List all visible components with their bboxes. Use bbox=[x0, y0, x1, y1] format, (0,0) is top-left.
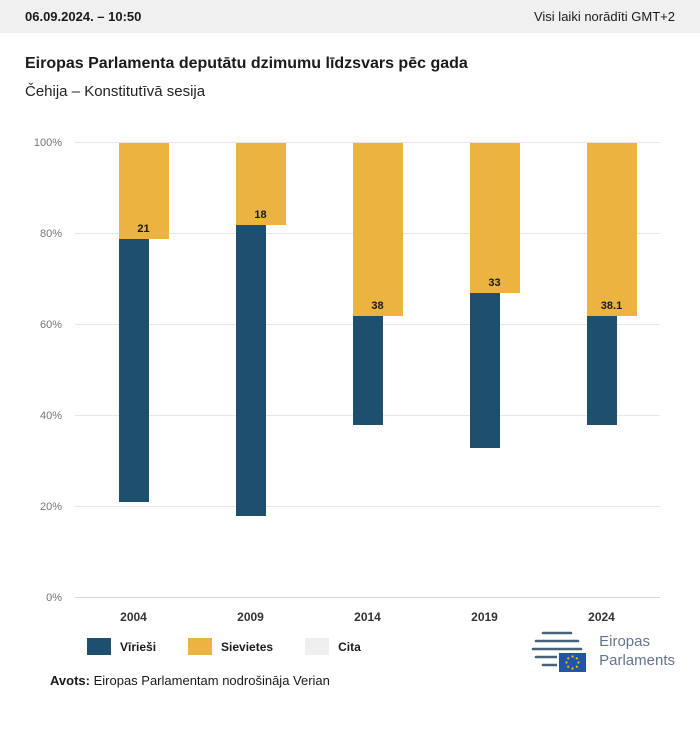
plot-area: 7921 8218 6238 6733 61.938.1 bbox=[75, 142, 660, 598]
bar-value-women: 21 bbox=[137, 222, 150, 235]
logo-wordmark: Eiropas Parlaments bbox=[599, 632, 675, 671]
legend-item-sievietes[interactable]: Sievietes bbox=[188, 638, 273, 655]
y-tick-label: 100% bbox=[33, 137, 62, 149]
legend-label-sievietes: Sievietes bbox=[221, 639, 274, 654]
top-bar: 06.09.2024. – 10:50 Visi laiki norādīti … bbox=[0, 0, 700, 33]
bar-segment-women: 38.1 bbox=[586, 143, 637, 317]
x-tick-label: 2004 bbox=[120, 610, 147, 624]
legend: Vīrieši Sievietes Cita bbox=[87, 638, 675, 655]
x-axis: 2004 2009 2014 2019 2024 bbox=[75, 598, 660, 638]
x-tick-label: 2009 bbox=[237, 610, 264, 624]
bar-value-women: 33 bbox=[488, 277, 501, 290]
gridline bbox=[75, 142, 660, 143]
bar-segment-women: 33 bbox=[469, 143, 520, 294]
bar-segment-women: 21 bbox=[118, 143, 169, 239]
y-tick-label: 60% bbox=[39, 319, 62, 331]
y-tick-label: 80% bbox=[39, 228, 62, 240]
y-tick-label: 20% bbox=[39, 501, 62, 513]
bar-value-women: 38 bbox=[371, 299, 384, 312]
page-subtitle: Čehija – Konstitutīvā sesija bbox=[25, 83, 206, 100]
chart: 0% 20% 40% 60% 80% 100% 7921 8218 6238 6733 61.93… bbox=[0, 137, 700, 638]
x-tick-label: 2024 bbox=[588, 610, 615, 624]
y-tick-label: 40% bbox=[39, 410, 62, 422]
x-tick-label: 2014 bbox=[354, 610, 381, 624]
hemicycle-flag-icon bbox=[531, 631, 589, 674]
source-text: Eiropas Parlamentam nodrošināja Verian bbox=[93, 673, 330, 688]
bottom-section: Vīrieši Sievietes Cita bbox=[0, 631, 700, 688]
gridline bbox=[75, 506, 660, 507]
legend-label-virieshi: Vīrieši bbox=[120, 639, 157, 654]
source-label: Avots: bbox=[50, 673, 90, 688]
bar-2014: 6238 bbox=[352, 143, 403, 598]
source-note: Avots: Eiropas Parlamentam nodrošināja V… bbox=[25, 655, 675, 688]
legend-swatch-virieshi bbox=[87, 638, 111, 655]
bar-2019: 6733 bbox=[469, 143, 520, 598]
bar-segment-women: 18 bbox=[235, 143, 286, 225]
bar-2009: 8218 bbox=[235, 143, 286, 598]
european-parliament-logo: Eiropas Parlaments bbox=[527, 628, 675, 674]
bar-value-women: 38.1 bbox=[600, 300, 623, 313]
logo-line2: Parlaments bbox=[599, 652, 675, 669]
logo-line1: Eiropas bbox=[599, 632, 650, 650]
bar-segment-women: 38 bbox=[352, 143, 403, 316]
bar-value-women: 18 bbox=[254, 208, 267, 221]
y-tick-label: 0% bbox=[46, 592, 62, 604]
y-axis: 0% 20% 40% 60% 80% 100% bbox=[0, 137, 68, 604]
title-block: Eiropas Parlamenta deputātu dzimumu līdz… bbox=[0, 33, 700, 100]
legend-item-virieshi[interactable]: Vīrieši bbox=[87, 638, 156, 655]
bar-2024: 61.938.1 bbox=[586, 143, 637, 598]
legend-swatch-cita bbox=[305, 638, 330, 655]
datetime-label: 06.09.2024. – 10:50 bbox=[25, 9, 142, 24]
legend-item-cita[interactable]: Cita bbox=[305, 638, 361, 655]
x-tick-label: 2019 bbox=[471, 610, 498, 624]
page-title: Eiropas Parlamenta deputātu dzimumu līdz… bbox=[25, 55, 468, 72]
legend-label-cita: Cita bbox=[338, 639, 361, 654]
gridline bbox=[75, 597, 660, 598]
bar-2004: 7921 bbox=[118, 143, 169, 598]
legend-swatch-sievietes bbox=[188, 638, 213, 655]
timezone-note: Visi laiki norādīti GMT+2 bbox=[533, 9, 675, 24]
